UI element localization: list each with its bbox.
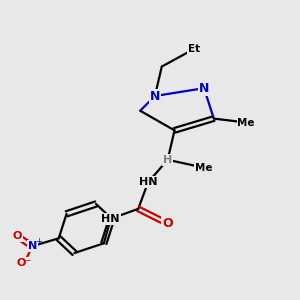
Text: Me: Me [237, 118, 255, 128]
Text: Me: Me [195, 163, 213, 173]
Text: N: N [28, 241, 37, 251]
Text: N: N [150, 89, 160, 103]
Text: O⁻: O⁻ [17, 258, 32, 268]
Text: +: + [35, 237, 41, 246]
Text: HN: HN [101, 214, 120, 224]
Text: O: O [13, 231, 22, 242]
Text: H: H [163, 155, 172, 165]
Text: N: N [199, 82, 209, 95]
Text: HN: HN [139, 177, 157, 188]
Text: Et: Et [188, 44, 200, 54]
Text: O: O [162, 217, 173, 230]
